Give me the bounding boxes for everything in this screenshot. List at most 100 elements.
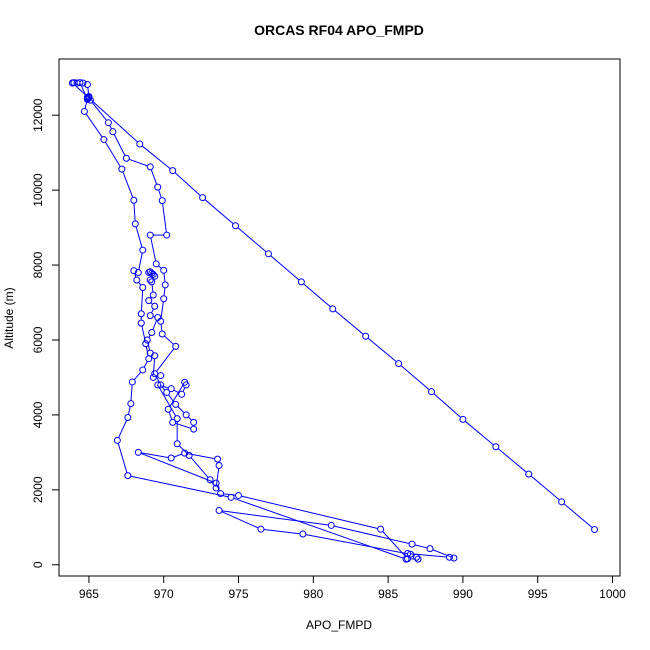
data-point (146, 231, 154, 239)
data-point (167, 454, 175, 462)
data-point (591, 526, 599, 534)
data-point (181, 378, 189, 386)
data-point (215, 461, 223, 469)
series-segment (190, 457, 209, 478)
data-point (158, 197, 166, 205)
series-segment (164, 335, 174, 345)
data-point (199, 194, 207, 202)
data-point (215, 506, 223, 514)
data-point (146, 349, 154, 357)
series-segment (150, 237, 157, 262)
data-point (414, 555, 422, 563)
series-segment (169, 384, 184, 407)
data-point (299, 530, 307, 538)
data-point (157, 381, 165, 389)
data-point (408, 540, 416, 548)
series-segment (140, 290, 144, 311)
series-segment (414, 544, 428, 549)
data-point (413, 553, 421, 561)
y-axis-label: Altitude (m) (2, 287, 16, 348)
series-segment (530, 475, 560, 501)
data-point (377, 525, 385, 533)
series-segment (151, 284, 154, 293)
series-segment (175, 422, 191, 429)
data-point (395, 360, 403, 368)
data-point (428, 388, 436, 396)
series-segment (168, 394, 175, 403)
data-point (163, 388, 171, 396)
data-point (492, 443, 500, 451)
data-point (134, 269, 142, 277)
data-point (133, 276, 141, 284)
data-point (139, 246, 147, 254)
data-point (139, 284, 147, 292)
y-tick-label: 12000 (31, 98, 45, 132)
data-point (190, 425, 198, 433)
series-segment (303, 283, 331, 308)
series-segment (178, 445, 188, 454)
data-point (169, 167, 177, 175)
series-segment (221, 510, 329, 526)
data-point (151, 302, 159, 310)
data-point (149, 291, 157, 299)
data-point (160, 295, 168, 303)
data-point (134, 448, 142, 456)
series-segment (122, 171, 134, 198)
series-segment (162, 386, 166, 391)
series-segment (134, 273, 137, 278)
data-point (146, 312, 154, 320)
x-tick-label: 980 (303, 587, 323, 601)
series-segment (135, 226, 143, 248)
series-segment (177, 406, 185, 414)
data-point (113, 436, 121, 444)
x-axis-label: APO_FMPD (306, 618, 372, 632)
data-point (164, 405, 172, 413)
series-segment (140, 453, 214, 483)
x-tick-label: 995 (528, 587, 548, 601)
data-point (185, 451, 193, 459)
series-segment (138, 252, 143, 270)
series-segment (87, 87, 90, 94)
data-point (151, 370, 159, 378)
data-point (122, 154, 130, 162)
series-segment (263, 529, 300, 535)
x-tick-label: 1000 (599, 587, 626, 601)
series-segment (497, 448, 527, 473)
series-segment (152, 358, 156, 375)
series-segment (270, 255, 300, 281)
data-point (83, 80, 91, 88)
data-point (161, 281, 169, 289)
series-segment (128, 158, 148, 167)
x-axis: 965 970 975 980 985 990 995 1000 (79, 575, 626, 601)
series-segment (158, 387, 177, 417)
series-segment (168, 411, 173, 420)
data-point (146, 276, 154, 284)
data-point (151, 352, 159, 360)
series-segment (160, 385, 169, 389)
data-point (404, 550, 412, 558)
data-point (139, 366, 147, 374)
data-point (154, 381, 162, 389)
series-segment (187, 416, 192, 421)
series-segment (367, 337, 397, 363)
data-point (178, 390, 186, 398)
series-segment (215, 468, 220, 486)
x-tick-label: 985 (378, 587, 398, 601)
data-point (124, 414, 132, 422)
data-point (80, 107, 88, 115)
series-1 (143, 268, 165, 381)
series-segment (182, 387, 186, 392)
series-segment (151, 308, 154, 314)
data-point (212, 484, 220, 492)
x-tick-label: 990 (453, 587, 473, 601)
y-tick-label: 4000 (31, 401, 45, 428)
series-segment (91, 102, 107, 121)
data-point (190, 418, 198, 426)
series-segment (113, 134, 126, 156)
series-segment (334, 525, 410, 544)
series-segment (382, 531, 406, 557)
data-point (232, 222, 240, 230)
data-point (130, 196, 138, 204)
data-point (450, 554, 458, 562)
series-segment (400, 365, 430, 391)
